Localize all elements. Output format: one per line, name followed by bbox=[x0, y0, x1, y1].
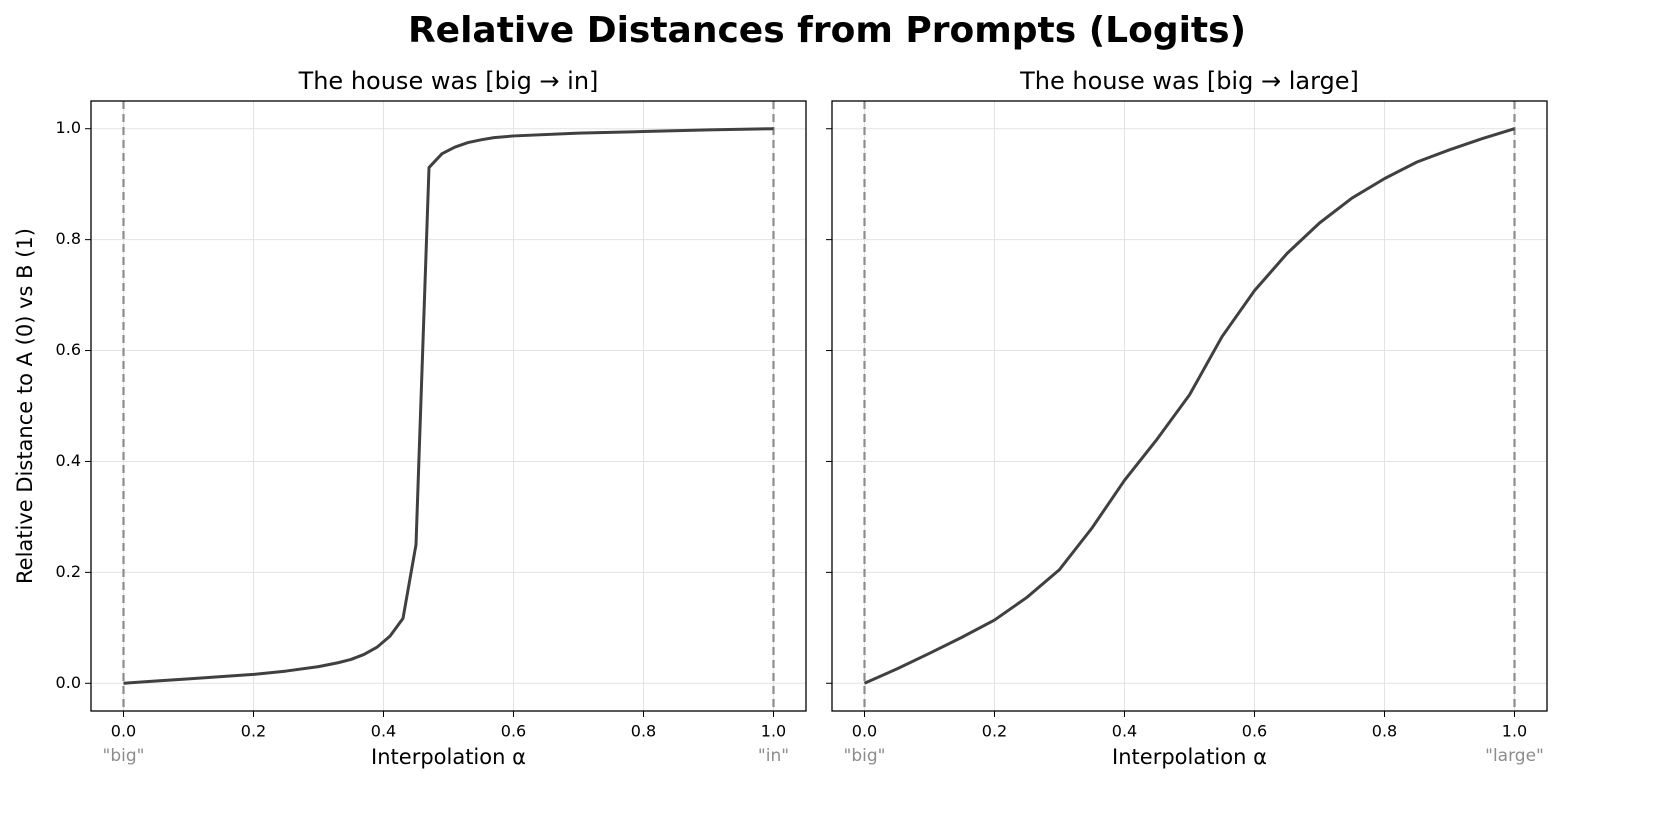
y-tick-label: 0.2 bbox=[56, 562, 81, 581]
y-tick-label: 0.8 bbox=[56, 229, 81, 248]
x-tick-label: 0.6 bbox=[1242, 722, 1267, 741]
annotation: "big" bbox=[103, 746, 145, 766]
annotation: "big" bbox=[844, 746, 886, 766]
plot-frame bbox=[831, 100, 1548, 712]
x-tick-label: 0.6 bbox=[501, 722, 526, 741]
subplot-title: The house was [big → large] bbox=[1019, 67, 1359, 95]
x-axis-label: Interpolation α bbox=[1112, 745, 1267, 769]
x-tick-label: 1.0 bbox=[1502, 722, 1527, 741]
x-tick-label: 0.4 bbox=[1112, 722, 1137, 741]
x-axis-label: Interpolation α bbox=[371, 745, 526, 769]
plot-frame bbox=[90, 100, 807, 712]
annotation: "large" bbox=[1485, 746, 1544, 766]
y-tick-label: 0.6 bbox=[56, 340, 81, 359]
y-tick-label: 0.0 bbox=[56, 673, 81, 692]
x-tick-label: 0.2 bbox=[982, 722, 1007, 741]
annotation: "in" bbox=[758, 746, 789, 766]
x-tick-label: 0.0 bbox=[111, 722, 136, 741]
x-tick-label: 1.0 bbox=[761, 722, 786, 741]
y-tick-label: 0.4 bbox=[56, 451, 81, 470]
x-tick-label: 0.8 bbox=[1372, 722, 1397, 741]
x-tick-label: 0.8 bbox=[631, 722, 656, 741]
x-tick-label: 0.0 bbox=[852, 722, 877, 741]
x-tick-label: 0.4 bbox=[371, 722, 396, 741]
line bbox=[123, 127, 774, 685]
y-tick-label: 1.0 bbox=[56, 118, 81, 137]
y-axis-label: Relative Distance to A (0) vs B (1) bbox=[13, 228, 37, 584]
figure-title: Relative Distances from Prompts (Logits) bbox=[408, 10, 1246, 51]
line bbox=[863, 127, 1515, 685]
subplot-title: The house was [big → in] bbox=[298, 67, 599, 95]
x-tick-label: 0.2 bbox=[241, 722, 266, 741]
